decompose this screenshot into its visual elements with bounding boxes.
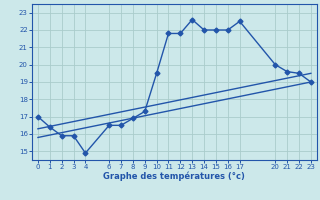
X-axis label: Graphe des températures (°c): Graphe des températures (°c) — [103, 172, 245, 181]
